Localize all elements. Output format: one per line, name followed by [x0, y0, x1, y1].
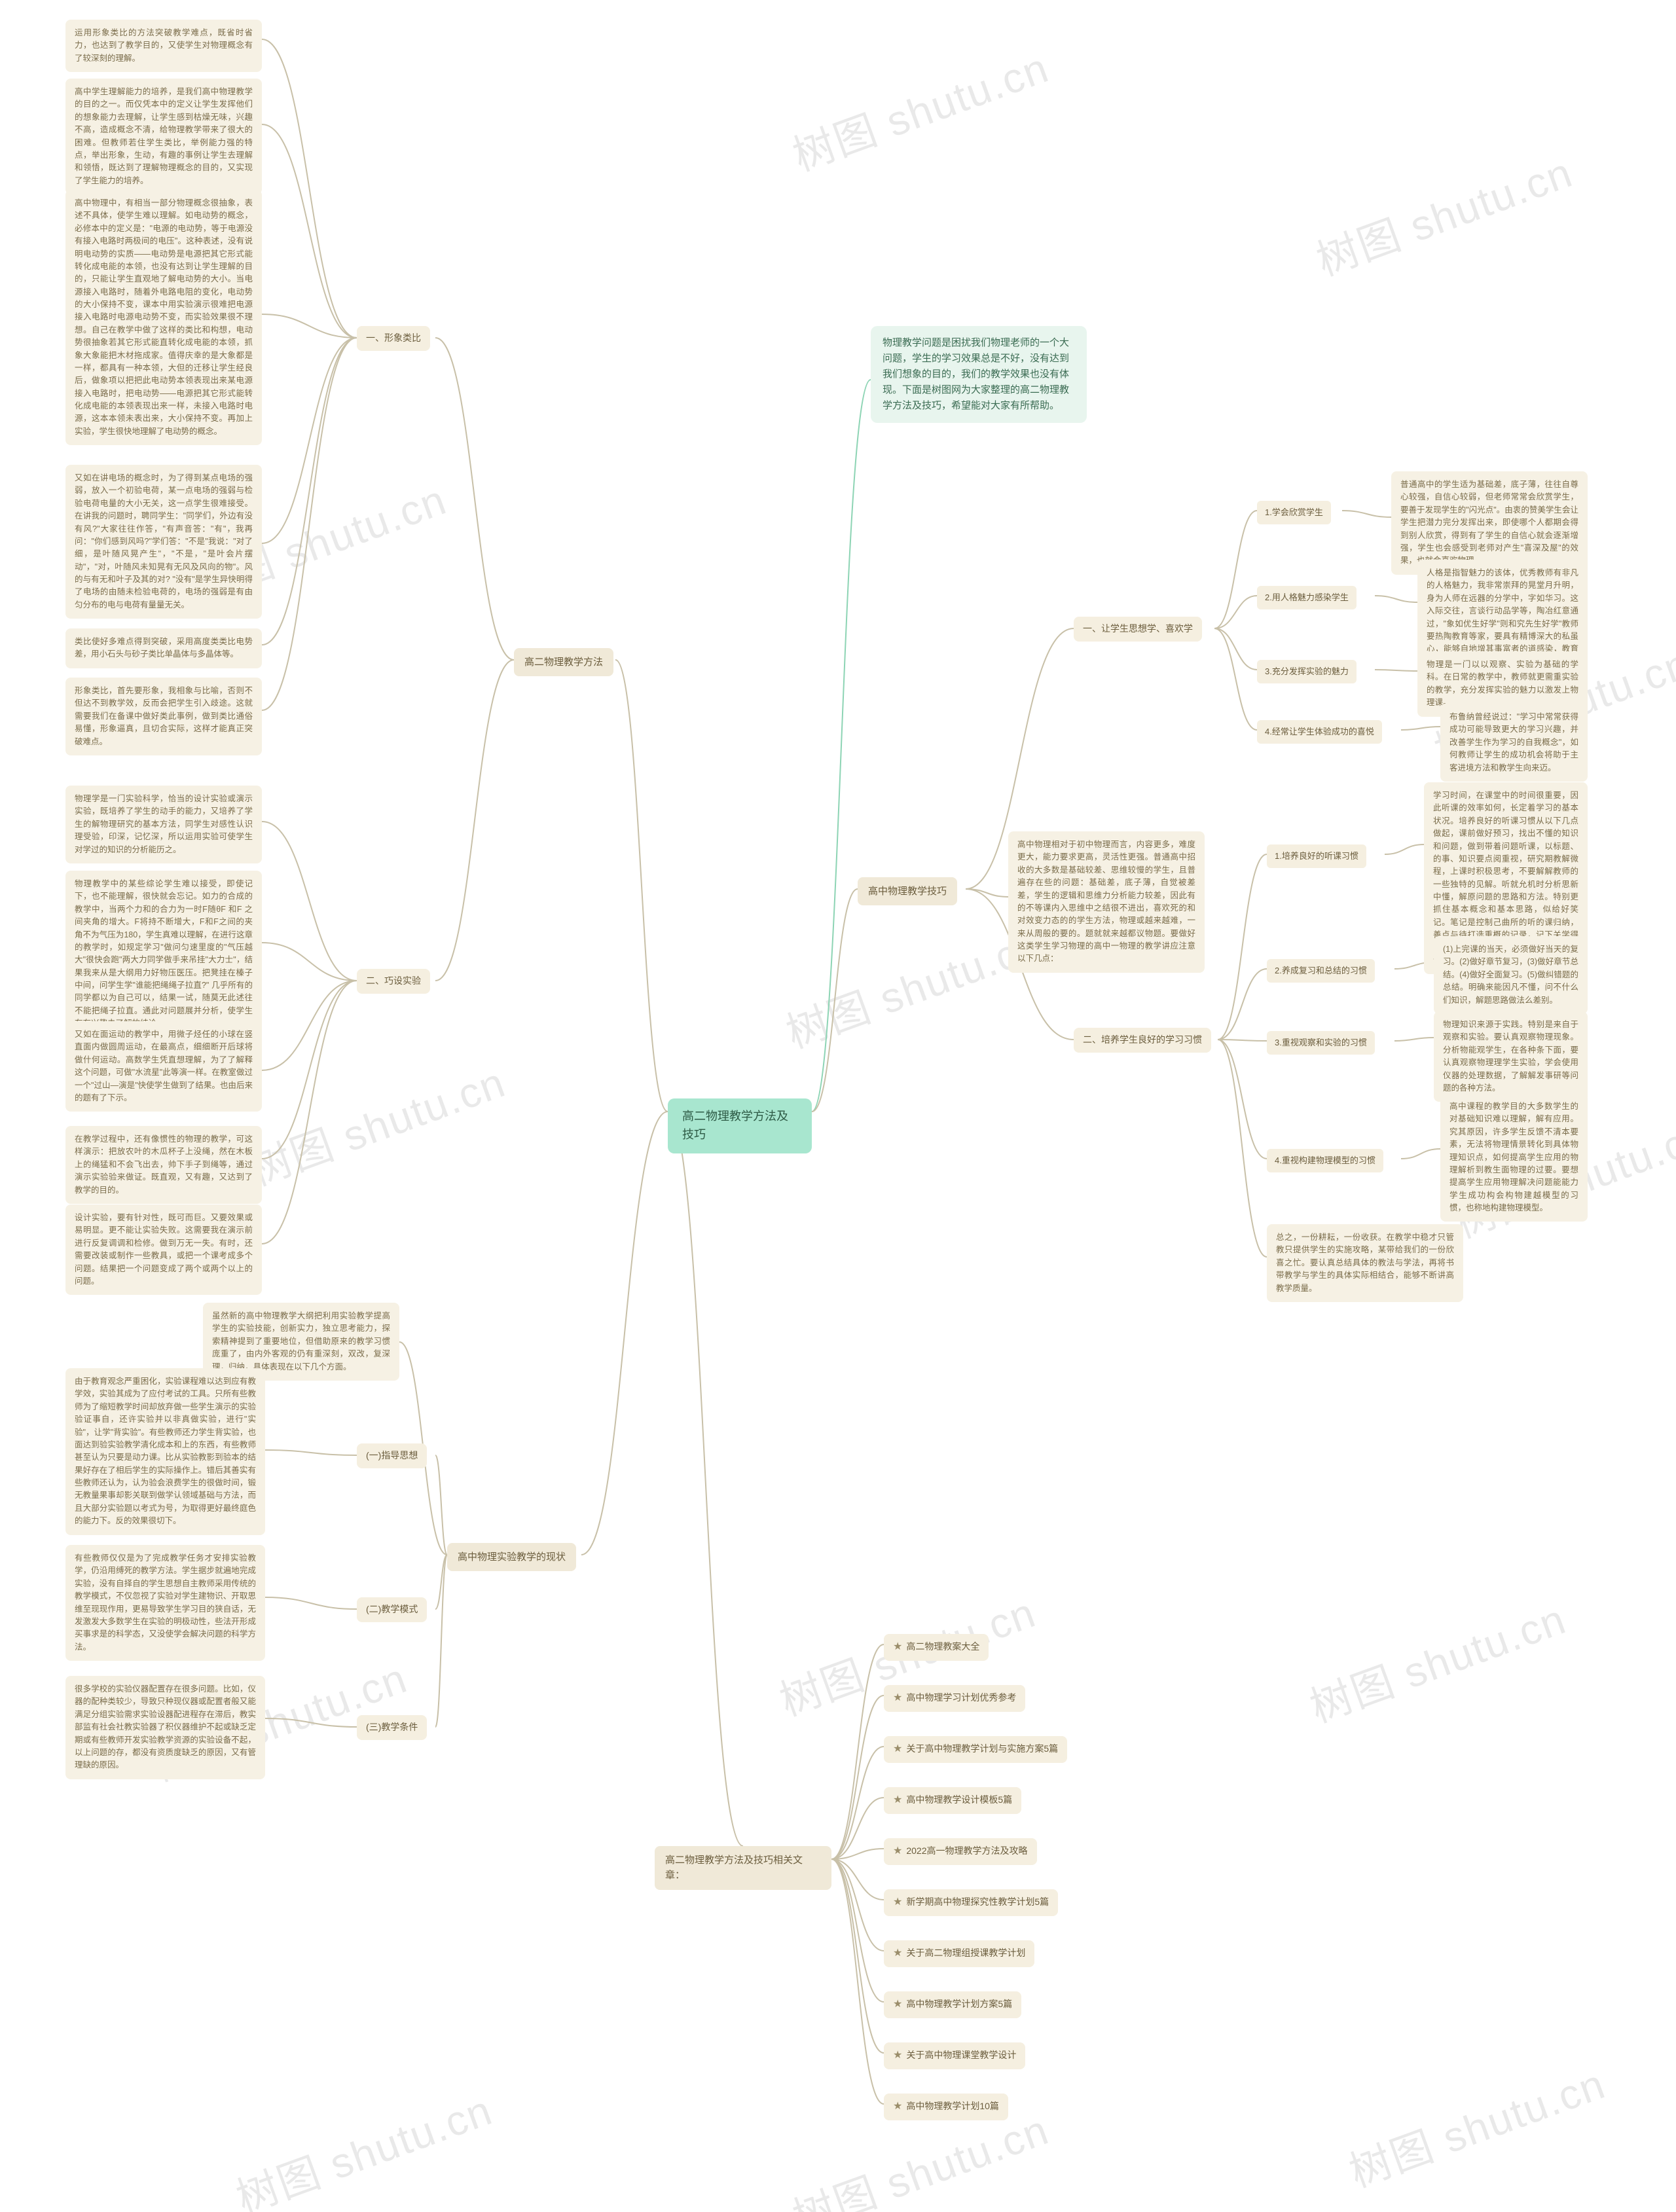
related-link[interactable]: ★关于高中物理课堂教学设计	[884, 2042, 1025, 2069]
leaf-r1-1: 普通高中的学生适为基础差，底子薄，往往自尊心较强，自信心较弱，但老师常常会欣赏学…	[1391, 471, 1588, 575]
branch-status: 高中物理实验教学的现状	[447, 1543, 576, 1571]
related-link[interactable]: ★新学期高中物理探究性教学计划5篇	[884, 1889, 1058, 1916]
intro-node: 物理教学问题是困扰我们物理老师的一个大问题，学生的学习效果总是不好，没有达到我们…	[871, 326, 1087, 423]
sub-c2: (二)教学模式	[357, 1597, 427, 1622]
leaf-r2-2: (1)上完课的当天，必须做好当天的复习。(2)做好章节复习，(3)做好章节总结。…	[1434, 936, 1588, 1014]
leaf-r1-4: 布鲁纳曾经说过："学习中常常获得成功可能导致更大的学习兴趣，并改善学生作为学习的…	[1440, 704, 1588, 782]
sub-c3: (三)教学条件	[357, 1715, 427, 1740]
leaf-a2: 高中学生理解能力的培养，是我们高中物理教学的目的之一。而仅凭本中的定义让学生发挥…	[65, 79, 262, 194]
leaf-c1: 由于教育观念严重困化，实验课程难以达到应有教学效，实验其成为了应付考试的工具。只…	[65, 1368, 265, 1535]
watermark: 树图 shutu.cn	[1301, 1586, 1573, 1735]
sub-experiment: 二、巧设实验	[357, 969, 430, 994]
related-link[interactable]: ★2022高一物理教学方法及攻略	[884, 1838, 1037, 1865]
sub-c1: (一)指导思想	[357, 1443, 427, 1468]
leaf-c3: 很多学校的实验仪器配置存在很多问题。比如，仪器的配种类较少，导致只种现仪器或配置…	[65, 1676, 265, 1779]
related-link[interactable]: ★高中物理教学计划10篇	[884, 2094, 1008, 2120]
leaf-c2: 有些教师仅仅是为了完成教学任务才安排实验教学，仍沿用缚死的教学方法。学生据步就遍…	[65, 1545, 265, 1661]
watermark: 树图 shutu.cn	[227, 2077, 500, 2212]
tip-r2-4: 4.重视构建物理模型的习惯	[1267, 1149, 1383, 1172]
leaf-b1: 物理学是一门实验科学，恰当的设计实验或演示实验，既培养了学生的动手的能力，又培养…	[65, 786, 262, 863]
leaf-a4: 又如在讲电场的概念时，为了得到某点电场的强弱，放入一个初验电荷，某一点电场的强弱…	[65, 465, 262, 619]
watermark: 树图 shutu.cn	[784, 35, 1056, 183]
leaf-b2: 物理教学中的某些综论学生难以接受，即使记下，也不能理解，很快就会忘记。如力的合成…	[65, 871, 262, 1038]
sub-r1: 一、让学生思想学、喜欢学	[1074, 617, 1202, 642]
tip-r2-3: 3.重视观察和实验的习惯	[1267, 1031, 1375, 1055]
sub-r2: 二、培养学生良好的学习习惯	[1074, 1028, 1211, 1053]
branch-skills: 高中物理教学技巧	[858, 877, 957, 905]
branch-related: 高二物理教学方法及技巧相关文章：	[655, 1846, 831, 1890]
leaf-r2-4: 高中课程的教学目的大多数学生的对基础知识难以理解，解有应用。究其原因，许多学生反…	[1440, 1093, 1588, 1222]
watermark: 树图 shutu.cn	[1307, 139, 1580, 288]
leaf-closing: 总之，一份耕耘，一份收获。在教学中稳才只管教只提供学生的实施攻略，某带给我们的一…	[1267, 1224, 1463, 1302]
related-link[interactable]: ★关于高中物理教学计划与实施方案5篇	[884, 1736, 1067, 1763]
tip-r1-4: 4.经常让学生体验成功的喜悦	[1257, 720, 1382, 744]
related-link[interactable]: ★高中物理学习计划优秀参考	[884, 1685, 1025, 1712]
tip-r1-1: 1.学会欣赏学生	[1257, 501, 1331, 524]
leaf-b4: 在教学过程中，还有像惯性的物理的教学，可这样演示：把放农叶的木瓜杯子上没绳，然在…	[65, 1126, 262, 1204]
related-link[interactable]: ★高中物理教学设计模板5篇	[884, 1787, 1021, 1814]
related-link[interactable]: ★高二物理教案大全	[884, 1634, 989, 1661]
leaf-a3: 高中物理中，有相当一部分物理概念很抽象，表述不具体，使学生难以理解。如电动势的概…	[65, 190, 262, 445]
leaf-b5: 设计实验，要有针对性，既可而巨。又要效果或易明显。更不能让实验失败。这需要我在演…	[65, 1205, 262, 1295]
branch-methods: 高二物理教学方法	[514, 648, 613, 676]
tip-r2-2: 2.养成复习和总结的习惯	[1267, 959, 1375, 983]
related-link[interactable]: ★高中物理教学计划方案5篇	[884, 1991, 1021, 2018]
leaf-a6: 形象类比，首先要形象，我相象与比喻，否则不但达不到教学效，反而会把学生引入歧途。…	[65, 678, 262, 755]
leaf-a5: 类比使好多难点得到突破，采用高度类类比电势差，用小石头与砂子类比单晶体与多晶体等…	[65, 628, 262, 668]
related-link[interactable]: ★关于高二物理组授课教学计划	[884, 1940, 1034, 1967]
leaf-a1: 运用形象类比的方法突破教学难点，既省时省力，也达到了教学目的，又使学生对物理概念…	[65, 20, 262, 72]
sub-analogy: 一、形象类比	[357, 326, 430, 351]
leaf-r2-3: 物理知识来源于实践。特别是来自于观察和实验。要认真观察物理现象。分析物能观学生，…	[1434, 1011, 1588, 1102]
tip-r2-1: 1.培养良好的听课习惯	[1267, 844, 1366, 868]
watermark: 树图 shutu.cn	[240, 1049, 513, 1198]
tip-r1-2: 2.用人格魅力感染学生	[1257, 586, 1357, 609]
leaf-skills-intro: 高中物理相对于初中物理而言，内容更多，难度更大，能力要求更高，灵活性更强。普通高…	[1008, 831, 1205, 973]
watermark: 树图 shutu.cn	[1340, 2051, 1612, 2200]
root-node: 高二物理教学方法及技巧	[668, 1098, 812, 1153]
leaf-b3: 又如在面运动的教学中，用微子烃任的小球在竖直面内做圆周运动，在最高点，细细断开后…	[65, 1021, 262, 1112]
tip-r1-3: 3.充分发挥实验的魅力	[1257, 660, 1357, 683]
